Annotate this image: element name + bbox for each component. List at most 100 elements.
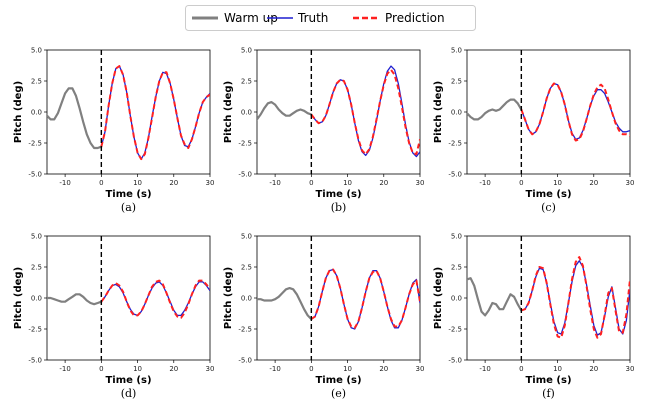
x-tick-label: 30 xyxy=(206,365,215,373)
legend-label-warm-up: Warm up xyxy=(224,11,278,25)
panel-caption: (f) xyxy=(542,387,555,400)
panel-caption: (b) xyxy=(331,201,347,214)
x-tick-label: 20 xyxy=(169,179,178,187)
x-axis-label: Time (s) xyxy=(525,189,571,200)
y-tick-label: 5.0 xyxy=(31,233,42,241)
x-tick-label: -10 xyxy=(479,365,490,373)
y-tick-label: 2.5 xyxy=(241,78,252,86)
warmup-line xyxy=(467,277,523,317)
x-tick-label: 20 xyxy=(379,179,388,187)
warmup-line xyxy=(257,287,313,321)
y-tick-label: 2.5 xyxy=(31,264,42,272)
x-tick-label: -10 xyxy=(269,365,280,373)
x-tick-label: 30 xyxy=(416,365,425,373)
y-tick-label: -2.5 xyxy=(28,140,42,148)
y-axis-label: Pitch (deg) xyxy=(433,81,444,143)
x-tick-label: 10 xyxy=(133,365,142,373)
y-axis-label: Pitch (deg) xyxy=(433,267,444,329)
x-tick-label: 30 xyxy=(626,179,635,187)
axes-frame xyxy=(46,49,211,175)
y-tick-label: 2.5 xyxy=(31,78,42,86)
y-tick-label: -2.5 xyxy=(448,140,462,148)
truth-line xyxy=(520,82,630,140)
axes-frame xyxy=(256,235,421,361)
x-tick-label: -10 xyxy=(59,365,70,373)
y-tick-label: -5.0 xyxy=(28,357,42,365)
y-tick-label: 5.0 xyxy=(241,47,252,55)
panel-f: -5.0 -2.5 0.0 2.5 5.0 -10 0 10 20 30 Time (s) Pitch… xyxy=(433,233,634,401)
x-tick-label: 10 xyxy=(553,365,562,373)
panel-b: -5.0 -2.5 0.0 2.5 5.0 -10 0 10 20 30 Time (s) Pitch… xyxy=(223,47,424,215)
panel-caption: (e) xyxy=(331,387,346,400)
x-tick-label: 10 xyxy=(343,179,352,187)
legend-frame xyxy=(185,5,476,31)
y-tick-label: -2.5 xyxy=(448,326,462,334)
x-tick-label: 10 xyxy=(343,365,352,373)
y-tick-label: -2.5 xyxy=(238,140,252,148)
x-tick-label: 0 xyxy=(519,365,523,373)
x-tick-label: 20 xyxy=(589,365,598,373)
x-axis-label: Time (s) xyxy=(105,189,151,200)
prediction-line xyxy=(310,68,420,156)
x-tick-label: 30 xyxy=(626,365,635,373)
panel-caption: (c) xyxy=(541,201,556,214)
y-tick-label: 2.5 xyxy=(451,264,462,272)
y-tick-label: 0.0 xyxy=(31,295,42,303)
y-tick-label: 0.0 xyxy=(451,295,462,303)
y-tick-label: 5.0 xyxy=(241,233,252,241)
x-tick-label: -10 xyxy=(269,179,280,187)
x-tick-label: 0 xyxy=(99,365,103,373)
plot-area xyxy=(467,82,630,142)
x-tick-label: 0 xyxy=(99,179,103,187)
warmup-line xyxy=(467,98,523,121)
plot-area xyxy=(47,279,210,319)
x-axis-label: Time (s) xyxy=(105,375,151,386)
legend-label-truth: Truth xyxy=(297,11,328,25)
prediction-line xyxy=(100,279,210,319)
y-tick-label: -5.0 xyxy=(448,171,462,179)
x-tick-label: 20 xyxy=(169,365,178,373)
x-tick-label: 20 xyxy=(379,365,388,373)
prediction-line xyxy=(100,65,210,161)
x-axis-label: Time (s) xyxy=(525,375,571,386)
y-axis-label: Pitch (deg) xyxy=(223,81,234,143)
y-tick-label: 0.0 xyxy=(241,295,252,303)
warmup-line xyxy=(47,293,103,306)
prediction-line xyxy=(520,256,630,339)
y-tick-label: 2.5 xyxy=(241,264,252,272)
plot-area xyxy=(257,65,420,158)
panel-caption: (a) xyxy=(121,201,136,214)
legend: Warm up Truth Prediction xyxy=(185,5,476,31)
x-tick-label: -10 xyxy=(59,179,70,187)
x-tick-label: 10 xyxy=(133,179,142,187)
panel-e: -5.0 -2.5 0.0 2.5 5.0 -10 0 10 20 30 Time (s) Pitch… xyxy=(223,233,424,401)
y-axis-label: Pitch (deg) xyxy=(13,267,24,329)
y-tick-label: -2.5 xyxy=(28,326,42,334)
y-tick-label: 5.0 xyxy=(31,47,42,55)
x-tick-label: 30 xyxy=(416,179,425,187)
plot-area xyxy=(257,268,420,330)
x-axis-label: Time (s) xyxy=(315,189,361,200)
plot-area xyxy=(47,65,210,161)
y-tick-label: 5.0 xyxy=(451,47,462,55)
y-tick-label: -5.0 xyxy=(238,357,252,365)
x-tick-label: 10 xyxy=(553,179,562,187)
warmup-line xyxy=(47,87,103,150)
truth-line xyxy=(310,268,420,330)
y-axis-label: Pitch (deg) xyxy=(223,267,234,329)
y-tick-label: -5.0 xyxy=(238,171,252,179)
y-tick-label: -2.5 xyxy=(238,326,252,334)
plot-area xyxy=(467,256,630,339)
x-tick-label: -10 xyxy=(479,179,490,187)
x-tick-label: 0 xyxy=(309,365,313,373)
truth-line xyxy=(521,260,630,336)
y-tick-label: -5.0 xyxy=(28,171,42,179)
x-tick-label: 0 xyxy=(519,179,523,187)
truth-line xyxy=(100,65,210,160)
y-tick-label: 2.5 xyxy=(451,78,462,86)
y-tick-label: 0.0 xyxy=(451,109,462,117)
panel-d: -5.0 -2.5 0.0 2.5 5.0 -10 0 10 20 30 Time (s) Pitch… xyxy=(13,233,214,401)
legend-label-prediction: Prediction xyxy=(385,11,445,25)
x-tick-label: 30 xyxy=(206,179,215,187)
